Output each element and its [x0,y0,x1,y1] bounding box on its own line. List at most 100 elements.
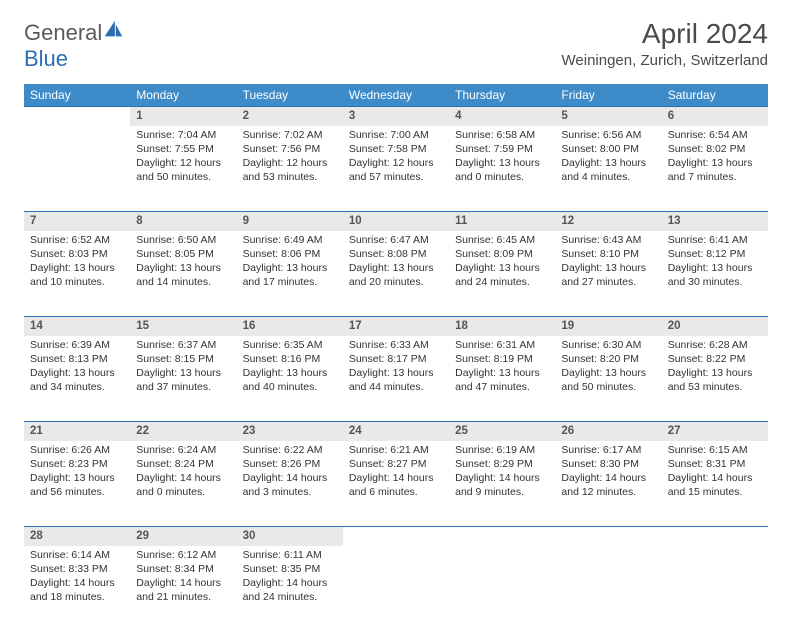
sunrise-text: Sunrise: 6:39 AM [30,338,124,352]
daylight-text-2: and 40 minutes. [243,380,337,394]
sunset-text: Sunset: 8:24 PM [136,457,230,471]
daylight-text-1: Daylight: 14 hours [243,576,337,590]
day-number-cell: 2 [237,107,343,126]
weekday-header-row: Sunday Monday Tuesday Wednesday Thursday… [24,84,768,107]
day-content-cell [343,546,449,632]
sunrise-text: Sunrise: 6:31 AM [455,338,549,352]
sunset-text: Sunset: 8:00 PM [561,142,655,156]
sunset-text: Sunset: 8:34 PM [136,562,230,576]
day-number-cell: 22 [130,422,236,441]
daylight-text-2: and 0 minutes. [136,485,230,499]
sunset-text: Sunset: 8:31 PM [668,457,762,471]
daylight-text-1: Daylight: 13 hours [349,261,443,275]
logo-word-b: Blue [24,46,68,71]
day-number-cell [555,527,661,546]
daylight-text-2: and 27 minutes. [561,275,655,289]
day-number-cell: 13 [662,212,768,231]
sunset-text: Sunset: 8:27 PM [349,457,443,471]
daylight-text-1: Daylight: 13 hours [455,156,549,170]
weekday-header: Monday [130,84,236,107]
day-content-cell: Sunrise: 6:33 AMSunset: 8:17 PMDaylight:… [343,336,449,422]
day-content-cell [555,546,661,632]
sunrise-text: Sunrise: 6:30 AM [561,338,655,352]
day-content-cell: Sunrise: 7:04 AMSunset: 7:55 PMDaylight:… [130,126,236,212]
day-content-cell: Sunrise: 6:45 AMSunset: 8:09 PMDaylight:… [449,231,555,317]
daylight-text-2: and 17 minutes. [243,275,337,289]
daylight-text-1: Daylight: 14 hours [561,471,655,485]
weekday-header: Sunday [24,84,130,107]
daylight-text-1: Daylight: 13 hours [30,261,124,275]
day-content-cell [662,546,768,632]
daylight-text-2: and 53 minutes. [668,380,762,394]
sunset-text: Sunset: 7:59 PM [455,142,549,156]
day-number-cell: 1 [130,107,236,126]
sunset-text: Sunset: 8:02 PM [668,142,762,156]
weekday-header: Saturday [662,84,768,107]
page-title: April 2024 [562,18,768,50]
day-content-cell: Sunrise: 6:37 AMSunset: 8:15 PMDaylight:… [130,336,236,422]
day-number-row: 282930 [24,527,768,546]
sunrise-text: Sunrise: 6:11 AM [243,548,337,562]
day-number-cell [343,527,449,546]
day-number-cell: 24 [343,422,449,441]
day-number-cell: 23 [237,422,343,441]
daylight-text-2: and 15 minutes. [668,485,762,499]
day-content-cell: Sunrise: 6:35 AMSunset: 8:16 PMDaylight:… [237,336,343,422]
day-number-cell [662,527,768,546]
header: GeneralBlue April 2024 Weiningen, Zurich… [24,18,768,72]
daylight-text-1: Daylight: 14 hours [455,471,549,485]
day-number-cell: 25 [449,422,555,441]
daylight-text-2: and 50 minutes. [136,170,230,184]
day-content-cell: Sunrise: 6:11 AMSunset: 8:35 PMDaylight:… [237,546,343,632]
sunset-text: Sunset: 8:33 PM [30,562,124,576]
sunrise-text: Sunrise: 7:00 AM [349,128,443,142]
day-number-row: 14151617181920 [24,317,768,336]
daylight-text-2: and 18 minutes. [30,590,124,604]
sunrise-text: Sunrise: 6:35 AM [243,338,337,352]
day-content-cell [24,126,130,212]
sunrise-text: Sunrise: 7:04 AM [136,128,230,142]
daylight-text-1: Daylight: 14 hours [349,471,443,485]
daylight-text-1: Daylight: 14 hours [136,471,230,485]
weekday-header: Friday [555,84,661,107]
daylight-text-2: and 4 minutes. [561,170,655,184]
daylight-text-1: Daylight: 13 hours [349,366,443,380]
day-content-row: Sunrise: 6:14 AMSunset: 8:33 PMDaylight:… [24,546,768,632]
daylight-text-2: and 53 minutes. [243,170,337,184]
day-content-cell: Sunrise: 6:22 AMSunset: 8:26 PMDaylight:… [237,441,343,527]
sunrise-text: Sunrise: 6:58 AM [455,128,549,142]
title-block: April 2024 Weiningen, Zurich, Switzerlan… [562,18,768,69]
daylight-text-1: Daylight: 12 hours [243,156,337,170]
sunset-text: Sunset: 8:06 PM [243,247,337,261]
day-number-cell: 30 [237,527,343,546]
sunrise-text: Sunrise: 6:45 AM [455,233,549,247]
day-number-cell [449,527,555,546]
logo-sail-icon [102,18,124,40]
daylight-text-2: and 34 minutes. [30,380,124,394]
sunset-text: Sunset: 8:19 PM [455,352,549,366]
day-number-row: 123456 [24,107,768,126]
day-number-cell: 7 [24,212,130,231]
daylight-text-1: Daylight: 13 hours [243,366,337,380]
day-number-cell: 29 [130,527,236,546]
sunrise-text: Sunrise: 6:50 AM [136,233,230,247]
day-number-cell: 8 [130,212,236,231]
daylight-text-2: and 21 minutes. [136,590,230,604]
day-content-row: Sunrise: 6:52 AMSunset: 8:03 PMDaylight:… [24,231,768,317]
day-content-cell: Sunrise: 6:43 AMSunset: 8:10 PMDaylight:… [555,231,661,317]
day-number-cell: 28 [24,527,130,546]
day-content-cell: Sunrise: 6:12 AMSunset: 8:34 PMDaylight:… [130,546,236,632]
day-number-cell: 17 [343,317,449,336]
sunrise-text: Sunrise: 6:28 AM [668,338,762,352]
day-content-cell: Sunrise: 6:14 AMSunset: 8:33 PMDaylight:… [24,546,130,632]
day-number-cell: 12 [555,212,661,231]
daylight-text-1: Daylight: 12 hours [349,156,443,170]
sunrise-text: Sunrise: 6:47 AM [349,233,443,247]
sunset-text: Sunset: 8:29 PM [455,457,549,471]
sunset-text: Sunset: 8:03 PM [30,247,124,261]
day-content-cell: Sunrise: 7:02 AMSunset: 7:56 PMDaylight:… [237,126,343,212]
day-content-cell: Sunrise: 6:39 AMSunset: 8:13 PMDaylight:… [24,336,130,422]
daylight-text-1: Daylight: 14 hours [30,576,124,590]
day-content-row: Sunrise: 7:04 AMSunset: 7:55 PMDaylight:… [24,126,768,212]
day-number-row: 21222324252627 [24,422,768,441]
